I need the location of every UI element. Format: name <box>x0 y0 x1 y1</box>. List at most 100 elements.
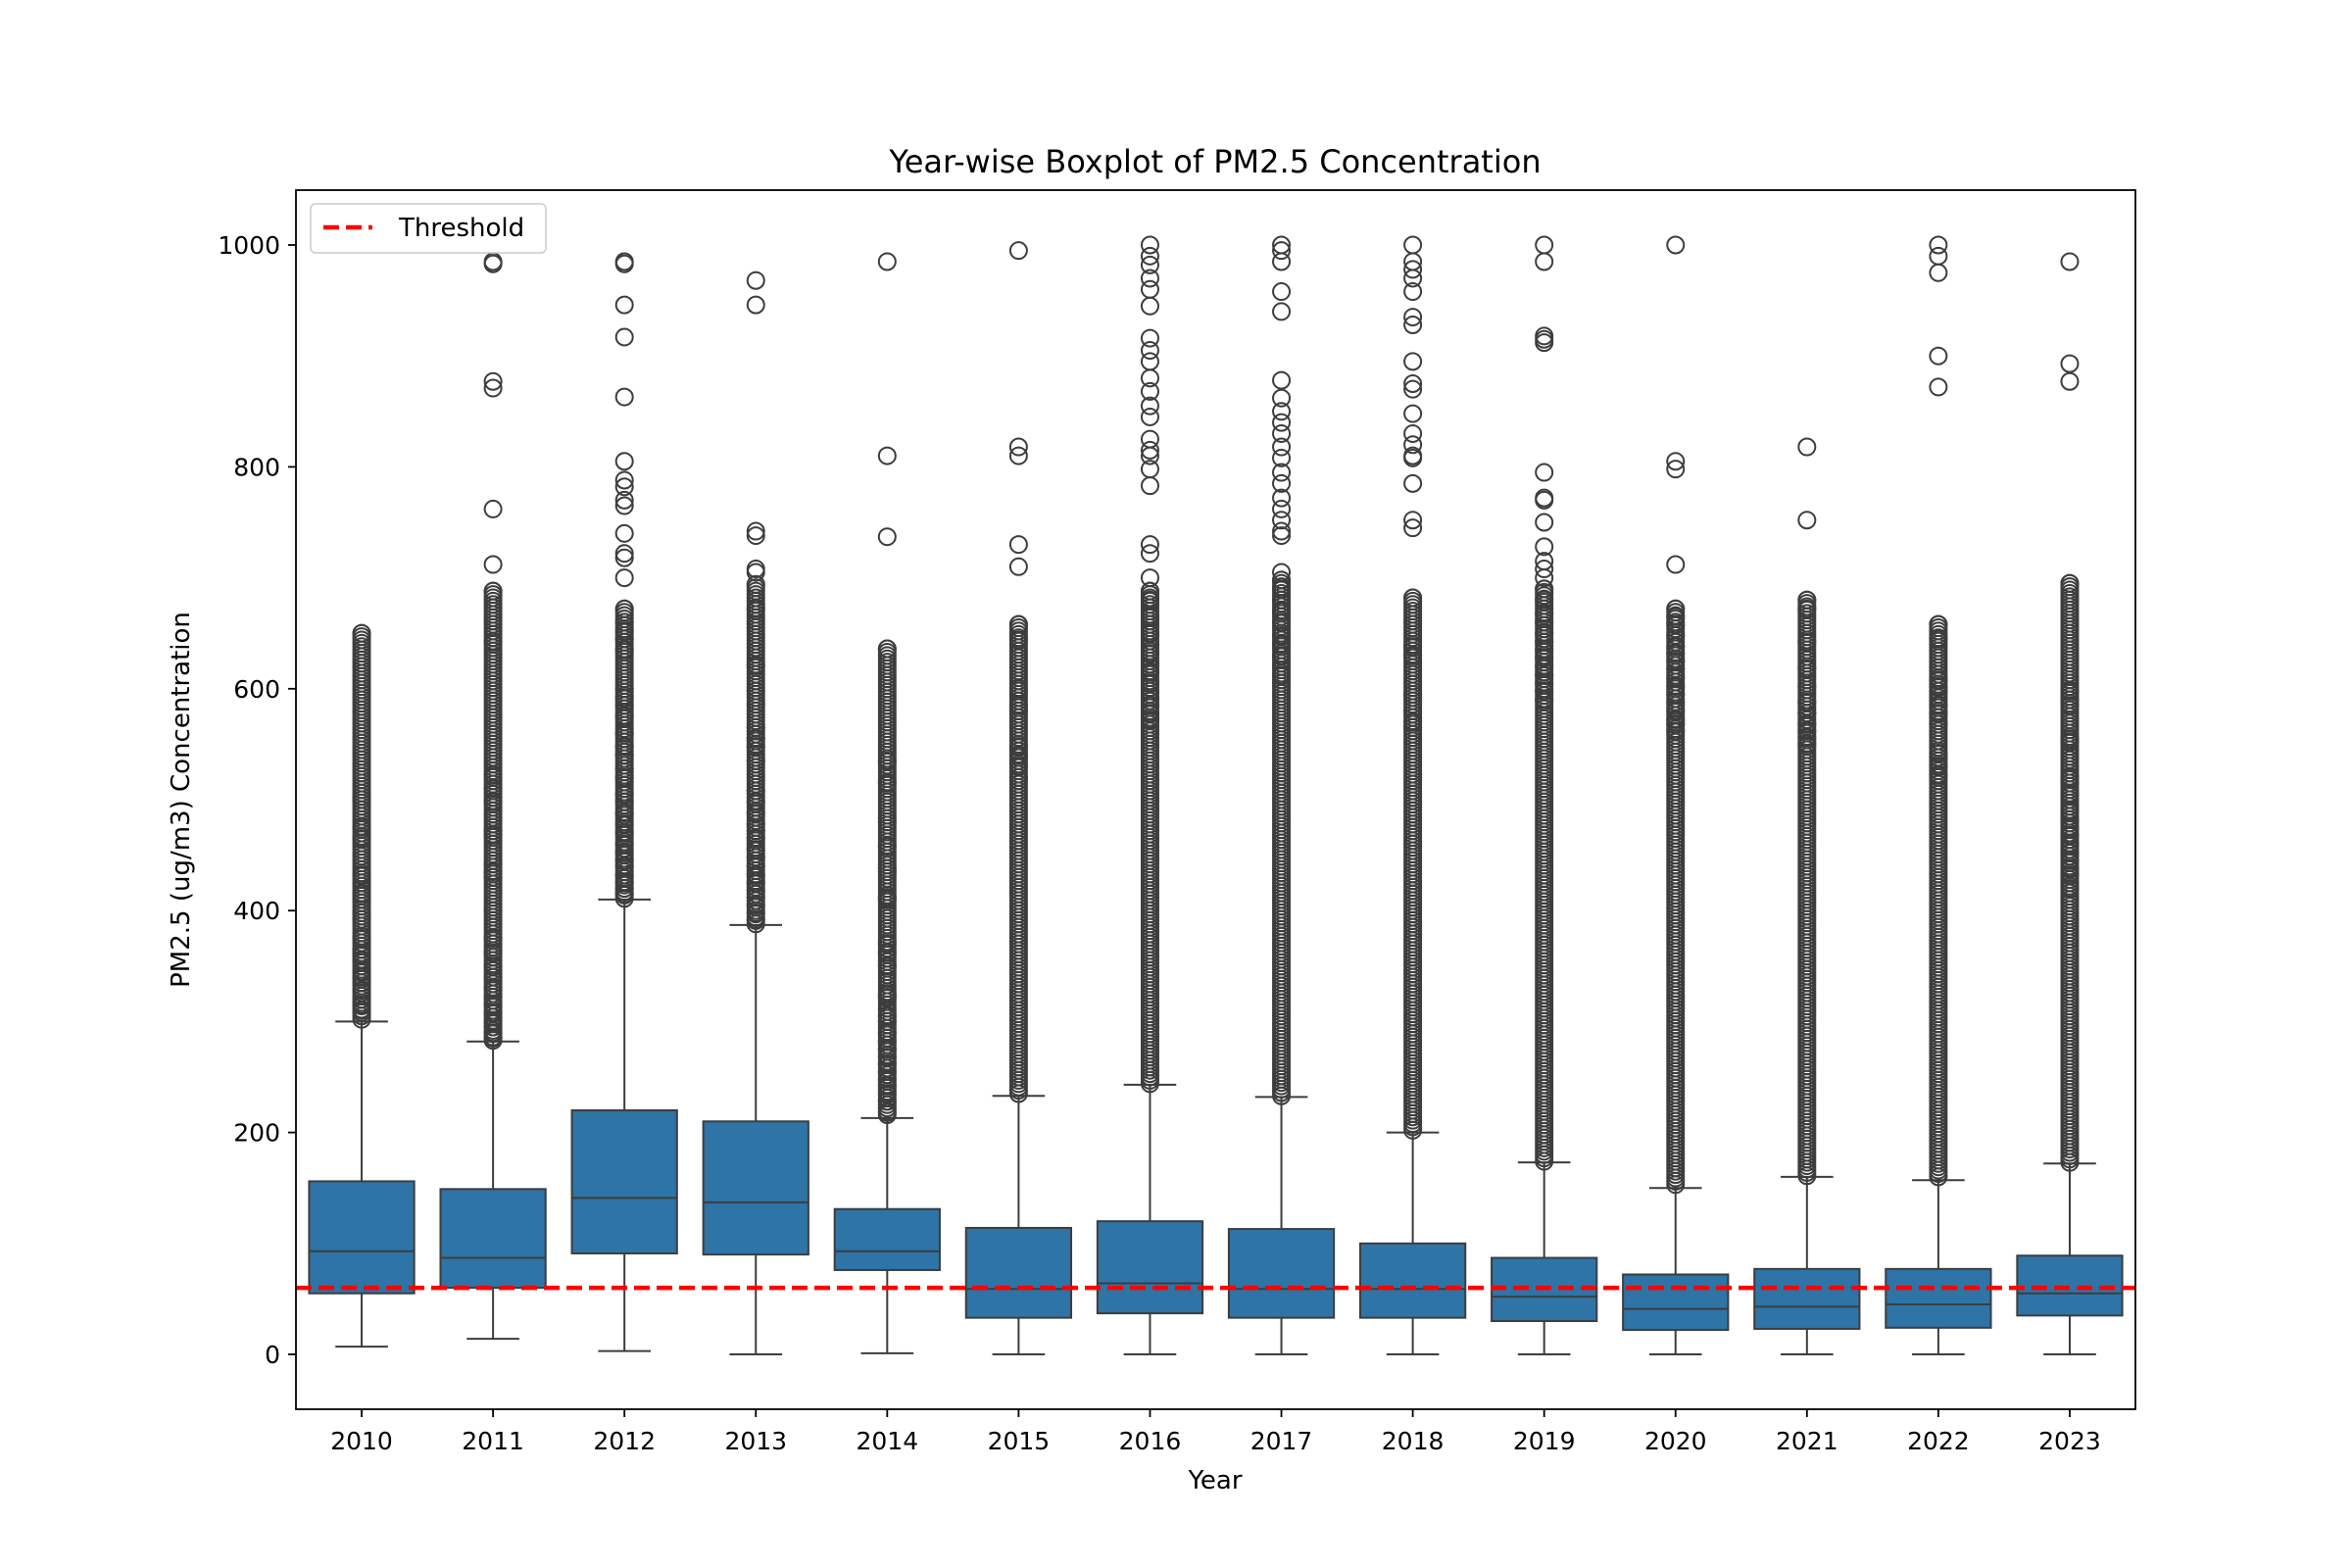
outlier-point <box>1403 352 1423 371</box>
outlier-point <box>1140 544 1159 564</box>
outlier-point <box>1272 473 1292 493</box>
outlier-point <box>614 490 634 510</box>
x-tick-label: 2014 <box>857 1427 919 1455</box>
outlier-point <box>1535 333 1554 353</box>
y-tick-label: 800 <box>233 453 280 481</box>
box-group-2013 <box>702 270 809 1355</box>
outlier-point <box>1140 381 1159 401</box>
outlier-point <box>1140 246 1159 266</box>
iqr-box <box>1753 1267 1861 1330</box>
outlier-point <box>1535 235 1554 255</box>
outlier-point <box>1272 488 1292 508</box>
box-group-2019 <box>1491 235 1598 1355</box>
outlier-point <box>1140 440 1159 460</box>
outlier-point <box>1272 499 1292 518</box>
iqr-box <box>1227 1228 1336 1319</box>
outlier-point <box>2060 371 2080 391</box>
legend: Threshold <box>310 203 547 254</box>
outlier-point <box>614 470 634 490</box>
outlier-point <box>1535 463 1554 482</box>
outlier-point <box>1403 269 1423 288</box>
outlier-point <box>1535 513 1554 532</box>
outlier-point <box>746 526 765 546</box>
outlier-point <box>746 270 765 290</box>
outlier-point <box>1272 448 1292 467</box>
outlier-point <box>1403 260 1423 279</box>
outlier-point <box>1272 413 1292 432</box>
outlier-point <box>1272 252 1292 271</box>
outlier-point <box>1272 526 1292 546</box>
iqr-box <box>964 1226 1073 1319</box>
outlier-point <box>483 499 503 518</box>
outlier-point <box>614 387 634 407</box>
outlier-point <box>1008 241 1028 261</box>
outlier-point <box>1797 437 1817 457</box>
box-group-2020 <box>1622 235 1730 1355</box>
outlier-point <box>1140 368 1159 388</box>
y-tick-label: 1000 <box>218 231 280 260</box>
outlier-point <box>1535 568 1554 588</box>
box-group-2012 <box>570 252 678 1352</box>
x-tick-label: 2016 <box>1119 1427 1182 1455</box>
outlier-point <box>1272 402 1292 421</box>
outlier-point <box>1929 346 1948 366</box>
outlier-point <box>483 254 503 273</box>
outlier-point <box>1140 235 1159 255</box>
outlier-point <box>1666 460 1686 479</box>
outlier-point <box>1008 437 1028 457</box>
y-tick-label: 0 <box>265 1341 280 1369</box>
chart-title: Year-wise Boxplot of PM2.5 Concentration <box>888 143 1541 180</box>
x-tick-label: 2015 <box>988 1427 1051 1455</box>
outlier-point <box>1272 370 1292 390</box>
box-group-2016 <box>1096 235 1204 1355</box>
outlier-point <box>1535 560 1554 579</box>
outlier-point <box>1140 328 1159 348</box>
outlier-point <box>1140 341 1159 361</box>
x-tick-label: 2011 <box>462 1427 524 1455</box>
iqr-box <box>570 1108 678 1254</box>
outlier-point <box>614 496 634 515</box>
x-tick-label: 2013 <box>724 1427 787 1455</box>
outlier-point <box>1535 537 1554 557</box>
outlier-point <box>1403 435 1423 455</box>
outlier-point <box>746 563 765 582</box>
outlier-point <box>877 252 897 271</box>
box-group-2021 <box>1753 437 1861 1355</box>
outlier-point <box>1403 511 1423 530</box>
box-group-2017 <box>1227 235 1336 1355</box>
outlier-point <box>1140 279 1159 299</box>
outlier-point <box>1272 241 1292 261</box>
iqr-box <box>2016 1254 2124 1317</box>
outlier-point <box>1403 316 1423 335</box>
y-axis-label: PM2.5 (ug/m3) Concentration <box>167 612 196 988</box>
iqr-box <box>833 1207 941 1271</box>
outlier-point <box>877 446 897 466</box>
outlier-point <box>1666 452 1686 471</box>
outlier-point <box>1929 263 1948 282</box>
outlier-point <box>1403 308 1423 327</box>
y-axis: 0 200 400 600 800 1000 <box>218 231 296 1369</box>
outlier-point <box>1929 246 1948 266</box>
x-axis: 2010 2011 2012 2013 2014 2015 2016 2017 2018 2019… <box>330 1409 2101 1455</box>
outlier-point <box>1008 535 1028 555</box>
outlier-point <box>1929 235 1948 255</box>
x-tick-label: 2022 <box>1907 1427 1970 1455</box>
outlier-point <box>1403 518 1423 538</box>
outlier-point <box>1140 446 1159 466</box>
outlier-point <box>1403 448 1423 467</box>
outlier-point <box>1403 282 1423 302</box>
outlier-point <box>483 371 503 391</box>
iqr-box <box>1358 1242 1467 1319</box>
outlier-point <box>1272 511 1292 530</box>
outlier-point <box>1272 521 1292 541</box>
outlier-point <box>1535 252 1554 271</box>
outlier-point <box>1272 282 1292 302</box>
legend-box <box>310 203 547 254</box>
x-tick-label: 2012 <box>593 1427 656 1455</box>
box-group-2010 <box>308 623 416 1348</box>
x-tick-label: 2018 <box>1382 1427 1445 1455</box>
x-tick-label: 2020 <box>1644 1427 1707 1455</box>
outlier-point <box>1403 404 1423 423</box>
outlier-point <box>614 327 634 347</box>
